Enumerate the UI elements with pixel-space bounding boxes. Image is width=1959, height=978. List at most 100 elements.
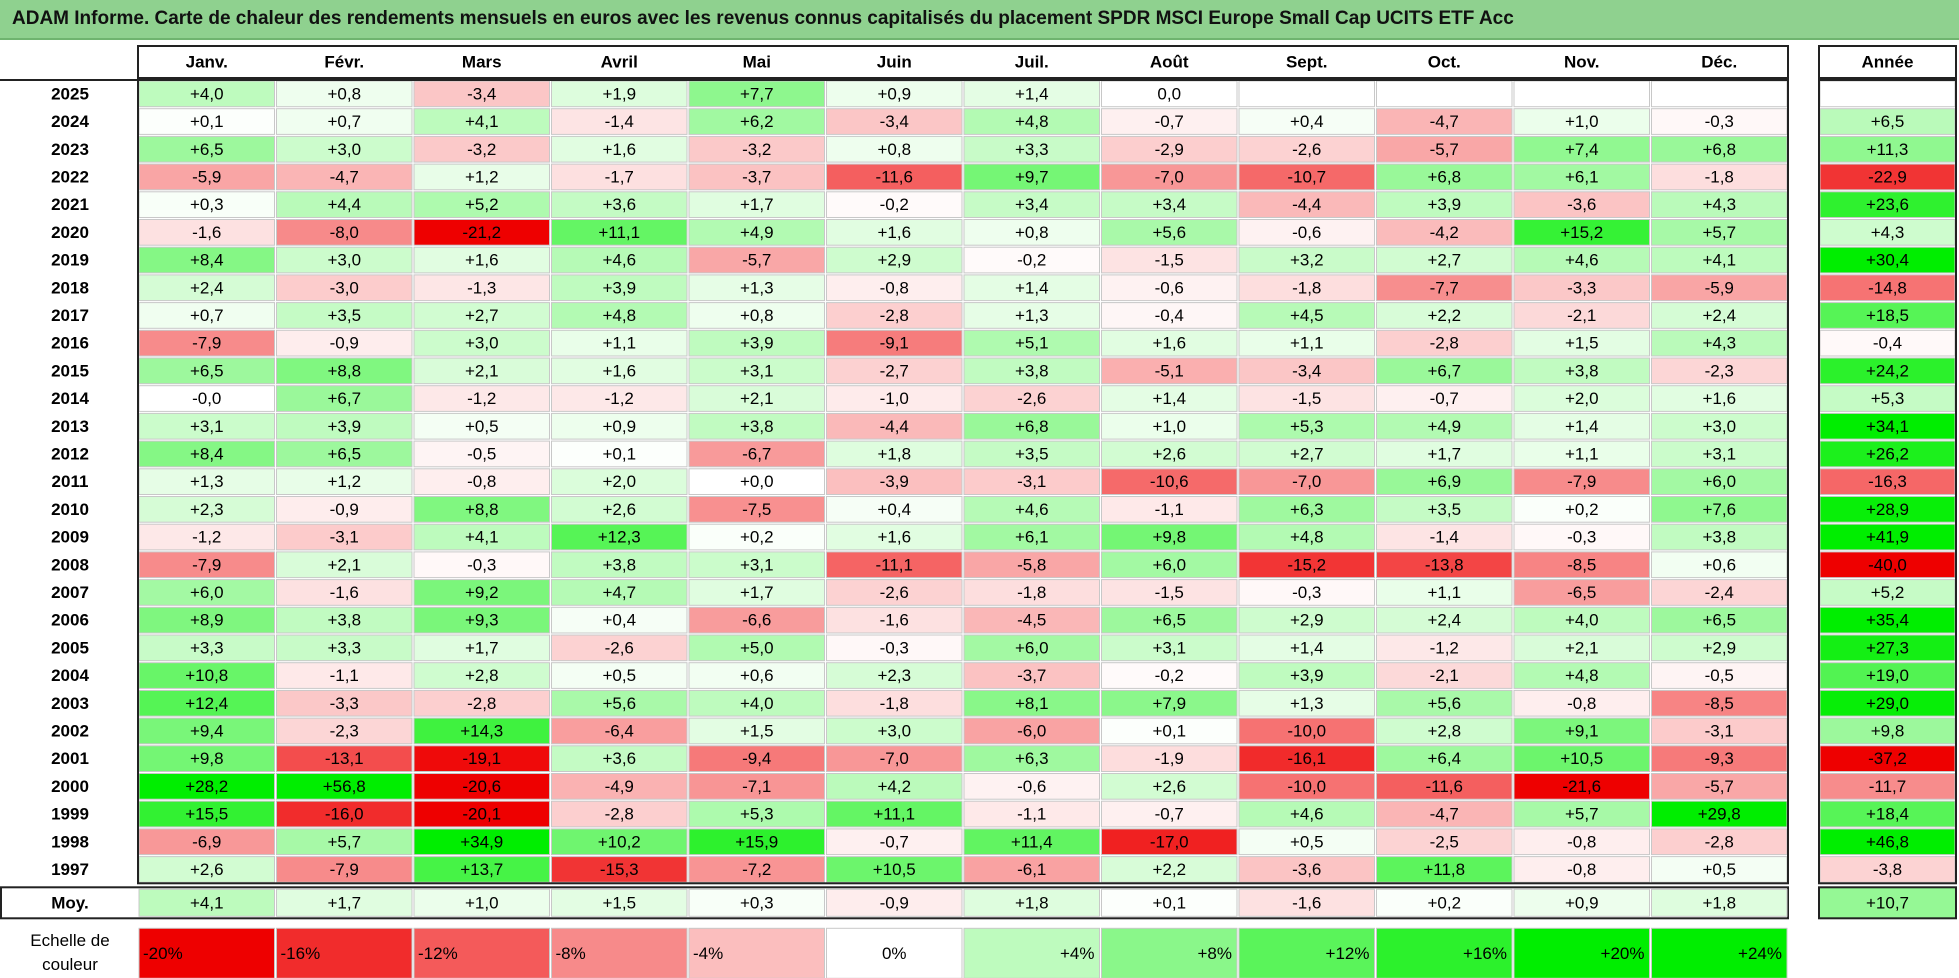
cell-2013-7: [963, 412, 1100, 440]
cell-2020-10: [1376, 219, 1513, 246]
cell-2001-11: [1513, 745, 1650, 772]
cell-value-2002-11: +9,1: [1565, 721, 1599, 740]
cell-1998-5: [688, 828, 825, 856]
cell-2014-7: [963, 385, 1100, 412]
annual-cell-2006: [1819, 606, 1956, 634]
cell-value-2017-7: +1,3: [1015, 306, 1049, 325]
cell-1997-11: [1513, 856, 1650, 883]
scale-swatch-9: [1238, 927, 1375, 978]
cell-value-2020-12: +5,7: [1702, 223, 1736, 242]
cell-2008-2: [276, 551, 413, 579]
cell-value-2001-4: +3,6: [602, 749, 636, 768]
cell-2013-11: [1513, 412, 1650, 440]
cell-value-2007-2: -1,6: [330, 583, 359, 602]
cell-2021-4: [551, 191, 688, 219]
average-value-7: +1,8: [1015, 893, 1049, 912]
cell-value-2003-11: -0,8: [1567, 694, 1596, 713]
annual-value-2012: +26,2: [1866, 444, 1909, 463]
cell-value-2004-11: +4,8: [1565, 666, 1599, 685]
cell-value-1998-8: -17,0: [1150, 832, 1189, 851]
cell-2019-1: [138, 246, 275, 274]
scale-swatch-6: [826, 927, 963, 978]
cell-2024-4: [551, 108, 688, 135]
cell-value-2024-10: -4,7: [1430, 112, 1459, 131]
cell-value-2021-11: -3,6: [1567, 195, 1596, 214]
cell-value-2008-5: +3,1: [740, 555, 774, 574]
annual-value-2015: +24,2: [1866, 361, 1909, 380]
annual-value-2007: +5,2: [1871, 583, 1905, 602]
cell-value-2024-12: -0,3: [1705, 112, 1734, 131]
cell-value-2011-7: -3,1: [1017, 472, 1046, 491]
cell-2021-7: [963, 191, 1100, 219]
cell-1999-6: [826, 800, 963, 828]
cell-value-1998-11: -0,8: [1567, 832, 1596, 851]
cell-value-1997-11: -0,8: [1567, 860, 1596, 879]
cell-value-2007-3: +9,2: [465, 583, 499, 602]
cell-2017-4: [551, 302, 688, 329]
cell-value-2005-9: +1,4: [1290, 638, 1324, 657]
cell-2010-7: [963, 496, 1100, 523]
cell-2010-6: [826, 496, 963, 523]
cell-value-2002-2: -2,3: [330, 721, 359, 740]
cell-value-2020-2: -8,0: [330, 223, 359, 242]
year-label-2008: 2008: [51, 555, 89, 574]
annual-value-2023: +11,3: [1867, 140, 1909, 159]
year-label-2022: 2022: [51, 167, 89, 186]
cell-2011-10: [1376, 468, 1513, 495]
cell-value-2015-10: +6,7: [1427, 361, 1461, 380]
cell-value-2023-4: +1,6: [602, 140, 636, 159]
cell-value-2018-6: -0,8: [880, 278, 909, 297]
cell-value-2014-6: -1,0: [880, 389, 909, 408]
cell-value-2025-3: -3,4: [467, 84, 496, 103]
cell-2017-2: [276, 302, 413, 329]
cell-2022-12: [1651, 163, 1788, 191]
scale-label-1: -20%: [143, 944, 183, 963]
average-value-1: +4,1: [190, 893, 224, 912]
cell-value-2018-4: +3,9: [602, 278, 636, 297]
cell-2014-1: [138, 385, 275, 412]
cell-2022-8: [1101, 163, 1238, 191]
average-cell-11: [1513, 888, 1650, 917]
cell-2016-8: [1101, 329, 1238, 357]
cell-value-2010-1: +2,3: [190, 500, 224, 519]
cell-value-2005-10: -1,2: [1430, 638, 1459, 657]
cell-2007-9: [1238, 579, 1375, 606]
cell-value-2021-3: +5,2: [465, 195, 499, 214]
cell-value-2011-10: +6,9: [1427, 472, 1461, 491]
annual-value-2003: +29,0: [1866, 694, 1909, 713]
cell-2006-2: [276, 606, 413, 634]
cell-value-2002-3: +14,3: [460, 721, 503, 740]
cell-value-2018-7: +1,4: [1015, 278, 1049, 297]
cell-value-2023-3: -3,2: [467, 140, 496, 159]
cell-2019-9: [1238, 246, 1375, 274]
cell-2014-10: [1376, 385, 1513, 412]
cell-2008-5: [688, 551, 825, 579]
cell-value-2013-12: +3,0: [1702, 417, 1736, 436]
month-header-8: Août: [1150, 53, 1189, 72]
cell-value-1999-3: -20,1: [462, 805, 501, 824]
cell-value-2020-11: +15,2: [1560, 223, 1603, 242]
cell-2010-4: [551, 496, 688, 523]
year-label-2010: 2010: [51, 500, 89, 519]
cell-value-2019-8: -1,5: [1155, 251, 1184, 270]
cell-1998-2: [276, 828, 413, 856]
cell-value-2022-9: -10,7: [1287, 167, 1326, 186]
cell-value-2009-10: -1,4: [1430, 528, 1459, 547]
year-label-2015: 2015: [51, 361, 89, 380]
cell-2013-12: [1651, 412, 1788, 440]
cell-value-2013-6: -4,4: [880, 417, 909, 436]
cell-value-1999-9: +4,6: [1290, 805, 1324, 824]
cell-2017-10: [1376, 302, 1513, 329]
cell-value-2000-10: -11,6: [1426, 777, 1464, 796]
cell-value-2002-10: +2,8: [1427, 721, 1461, 740]
cell-value-2001-10: +6,4: [1427, 749, 1461, 768]
cell-2019-2: [276, 246, 413, 274]
cell-2009-8: [1101, 523, 1238, 551]
cell-value-2007-5: +1,7: [740, 583, 774, 602]
cell-2007-7: [963, 579, 1100, 606]
cell-2021-11: [1513, 191, 1650, 219]
month-header-row: [137, 45, 1789, 79]
cell-2019-6: [826, 246, 963, 274]
annual-header-box: [1818, 45, 1957, 79]
